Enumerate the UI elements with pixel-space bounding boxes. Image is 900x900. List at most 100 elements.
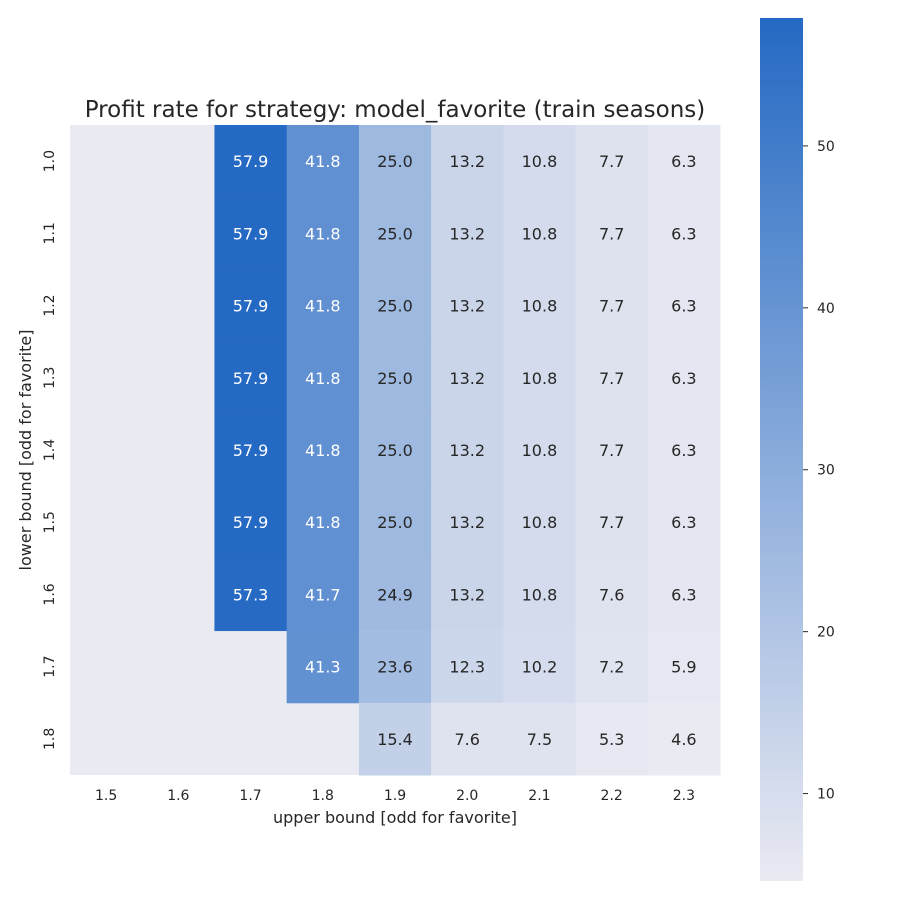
heatmap-cell (503, 197, 577, 270)
heatmap-cell (358, 413, 432, 487)
cell-value-label: 7.7 (599, 441, 624, 460)
cell-value-label: 41.8 (305, 297, 341, 316)
heatmap-cell (431, 558, 504, 632)
cell-value-label: 57.9 (233, 152, 269, 171)
colorbar-tick-label: 10 (817, 787, 835, 803)
heatmap-cell (286, 197, 360, 270)
x-tick-label: 2.1 (528, 788, 550, 804)
heatmap-cell (647, 269, 721, 343)
cell-value-label: 7.7 (599, 152, 624, 171)
cell-value-label: 7.7 (599, 224, 624, 243)
heatmap-cell (431, 630, 504, 704)
cell-value-label: 57.9 (233, 297, 269, 316)
x-tick-label: 2.3 (673, 788, 695, 804)
heatmap-cell (647, 486, 721, 559)
heatmap-cell (647, 702, 721, 776)
heatmap-cell (358, 341, 432, 415)
cell-value-label: 7.7 (599, 513, 624, 532)
heatmap-cell (214, 269, 288, 343)
heatmap-cell (431, 702, 504, 776)
heatmap-cell (358, 197, 432, 270)
cell-value-label: 25.0 (377, 441, 413, 460)
cell-value-label: 41.3 (305, 658, 341, 677)
cell-value-label: 41.8 (305, 369, 341, 388)
x-tick-label: 1.7 (239, 788, 261, 804)
heatmap-cell (503, 486, 577, 559)
cell-value-label: 7.7 (599, 369, 624, 388)
cell-value-label: 57.9 (233, 513, 269, 532)
cell-value-label: 6.3 (671, 513, 696, 532)
heatmap-cell (647, 558, 721, 632)
cell-value-label: 10.8 (522, 513, 558, 532)
cell-value-label: 57.9 (233, 224, 269, 243)
heatmap-cell (358, 269, 432, 343)
cell-value-label: 13.2 (449, 441, 485, 460)
colorbar-tick-label: 30 (817, 463, 835, 479)
x-tick-label: 1.8 (312, 788, 334, 804)
x-tick-labels: 1.5 1.6 1.7 1.8 1.9 2.0 2.1 2.2 2.3 (95, 788, 695, 804)
heatmap-cell (214, 125, 288, 198)
heatmap-cell (431, 486, 504, 559)
y-axis-label: lower bound [odd for favorite] (16, 330, 35, 571)
heatmap-cell (575, 269, 649, 343)
cell-value-label: 41.8 (305, 513, 341, 532)
heatmap-cell (431, 413, 504, 487)
heatmap-cell (286, 341, 360, 415)
y-tick-label: 1.2 (42, 294, 58, 316)
heatmap-cell (286, 630, 360, 704)
y-tick-label: 1.0 (42, 150, 58, 172)
heatmap-cell (503, 269, 577, 343)
heatmap-cell (647, 125, 721, 198)
x-axis-label: upper bound [odd for favorite] (273, 808, 517, 827)
cell-value-label: 6.3 (671, 152, 696, 171)
cell-value-label: 10.8 (522, 297, 558, 316)
cell-value-label: 6.3 (671, 369, 696, 388)
heatmap-cell (575, 125, 649, 198)
cell-value-label: 13.2 (449, 585, 485, 604)
cell-value-label: 6.3 (671, 585, 696, 604)
cell-value-label: 41.8 (305, 152, 341, 171)
heatmap-cell (575, 486, 649, 559)
y-tick-label: 1.5 (42, 511, 58, 533)
heatmap-cell (358, 558, 432, 632)
x-tick-label: 1.9 (384, 788, 406, 804)
heatmap-cell (286, 125, 360, 198)
heatmap-cell (647, 630, 721, 704)
cell-labels: 57.9 41.8 25.0 13.2 10.8 7.7 6.3 57.9 41.8 25.0 13… (233, 152, 697, 749)
heatmap-cell (503, 702, 577, 776)
heatmap-cell (358, 702, 432, 776)
cell-value-label: 25.0 (377, 224, 413, 243)
x-tick-label: 2.2 (601, 788, 623, 804)
cell-value-label: 10.8 (522, 224, 558, 243)
cell-value-label: 41.7 (305, 585, 341, 604)
cell-value-label: 7.2 (599, 658, 624, 677)
cell-value-label: 23.6 (377, 658, 413, 677)
heatmap-cell (647, 197, 721, 270)
y-tick-labels: 1.0 1.1 1.2 1.3 1.4 1.5 1.6 1.7 1.8 (42, 150, 58, 750)
cell-value-label: 13.2 (449, 513, 485, 532)
heatmap-cell (431, 269, 504, 343)
heatmap-cell (214, 558, 288, 632)
chart-title: Profit rate for strategy: model_favorite… (85, 97, 706, 123)
cell-value-label: 10.8 (522, 369, 558, 388)
heatmap-cell (431, 341, 504, 415)
cell-value-label: 7.6 (454, 730, 479, 749)
cell-value-label: 41.8 (305, 441, 341, 460)
y-tick-label: 1.7 (42, 656, 58, 678)
cell-value-label: 25.0 (377, 152, 413, 171)
heatmap-cell (503, 558, 577, 632)
heatmap-cell (575, 630, 649, 704)
y-tick-label: 1.4 (42, 439, 58, 461)
cell-value-label: 13.2 (449, 369, 485, 388)
x-tick-label: 1.5 (95, 788, 117, 804)
cell-value-label: 15.4 (377, 730, 413, 749)
heatmap-cell (358, 486, 432, 559)
cell-value-label: 10.8 (522, 441, 558, 460)
heatmap-cell (503, 413, 577, 487)
cell-value-label: 7.7 (599, 297, 624, 316)
heatmap-cell (647, 413, 721, 487)
colorbar-tick-label: 40 (817, 301, 835, 317)
y-tick-label: 1.8 (42, 728, 58, 750)
cell-value-label: 10.2 (522, 658, 558, 677)
cell-value-label: 57.9 (233, 369, 269, 388)
